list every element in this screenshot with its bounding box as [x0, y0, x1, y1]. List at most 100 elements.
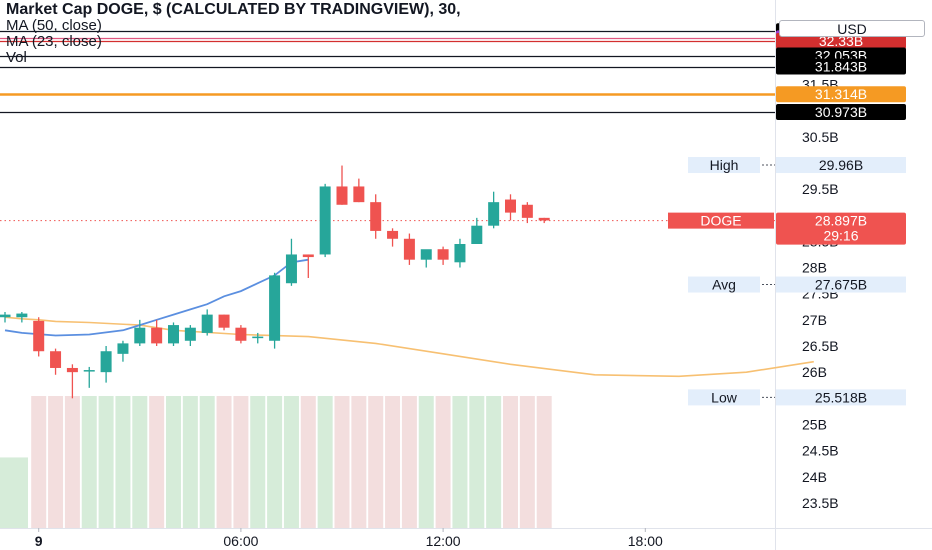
volume-bar	[166, 396, 181, 528]
volume-bar	[385, 396, 401, 528]
volume-bar	[149, 396, 165, 528]
candle-body	[488, 202, 500, 226]
candle-body	[353, 186, 365, 203]
volume-bar	[435, 396, 451, 528]
level-badge	[776, 104, 906, 121]
stat-value: 29.96B	[819, 157, 863, 173]
legend-vol[interactable]: Vol	[6, 49, 27, 66]
volume-bar	[351, 396, 367, 528]
candle-body	[168, 325, 179, 344]
candle-body	[454, 244, 466, 263]
candle-body	[471, 225, 483, 244]
volume-bar	[267, 396, 283, 528]
stat-tag	[688, 157, 760, 174]
candle-body	[319, 186, 331, 255]
level-badge-label: 31.314B	[815, 86, 867, 102]
price-badges: 32.518B32.38B32.33B32.053B31.843B31.314B…	[668, 23, 906, 406]
time-tick: 06:00	[223, 533, 258, 549]
volume-bar	[64, 396, 80, 528]
candle-body	[235, 327, 247, 341]
volume-bar	[368, 396, 384, 528]
candle-body	[0, 314, 11, 318]
volume-bar	[334, 396, 350, 528]
candle-body	[403, 238, 415, 260]
candle-body	[201, 314, 213, 333]
level-badge	[776, 86, 906, 103]
currency-button[interactable]: USD	[779, 20, 925, 37]
stat-value: 25.518B	[815, 389, 867, 405]
candlesticks	[0, 165, 550, 399]
volume-bar	[199, 396, 215, 528]
volume-bar	[418, 396, 434, 528]
price-axis: 31.5B30.5B29.5B28.5B28B27.5B27B26.5B26B2…	[802, 76, 839, 510]
price-tick: 27B	[802, 312, 827, 328]
time-tick: 18:00	[628, 533, 663, 549]
price-tick: 24B	[802, 469, 827, 485]
candle-body	[66, 367, 78, 373]
price-tick: 25B	[802, 416, 827, 432]
volume-bar	[0, 457, 28, 528]
volume-bar	[317, 396, 333, 528]
candle-body	[285, 254, 297, 284]
price-tick: 24.5B	[802, 443, 839, 459]
horizontal-levels	[0, 30, 775, 398]
time-tick: 9	[35, 533, 43, 549]
level-badge-label: 32.33B	[819, 33, 863, 49]
candle-body	[184, 327, 196, 341]
price-tick: 26.5B	[802, 338, 839, 354]
time-tick: 12:00	[426, 533, 461, 549]
volume-bar	[283, 396, 299, 528]
stat-badge	[776, 389, 906, 406]
price-tick: 26B	[802, 364, 827, 380]
time-axis: 9 06:00 12:00 18:00	[35, 528, 663, 549]
volume-bar	[503, 396, 518, 528]
level-badge	[776, 58, 906, 75]
stat-name: Avg	[712, 277, 736, 293]
candle-body	[117, 343, 129, 354]
candle-body	[83, 370, 95, 372]
volume-bar	[233, 396, 249, 528]
candle-body	[100, 351, 112, 373]
volume-bar	[401, 396, 417, 528]
symbol-tag	[668, 212, 774, 229]
candle-body	[252, 336, 264, 339]
stat-name: Low	[711, 389, 738, 405]
candle-body	[134, 327, 146, 344]
level-badge	[776, 33, 906, 50]
volume-bar	[98, 396, 114, 528]
candle-body	[420, 249, 432, 260]
candle-body	[302, 254, 314, 258]
candle-body	[50, 351, 62, 368]
chart-legend: Market Cap DOGE, $ (CALCULATED BY TRADIN…	[6, 2, 461, 66]
candle-body	[370, 202, 382, 231]
candle-body	[336, 186, 348, 205]
candle-body	[521, 204, 533, 218]
ma23-line	[4, 258, 309, 337]
level-badge-label: 31.843B	[815, 59, 867, 75]
price-tick: 23.5B	[802, 495, 839, 511]
volume-bar	[469, 396, 485, 528]
candle-body	[269, 275, 281, 341]
level-badge-label: 30.973B	[815, 104, 867, 120]
bar-countdown: 29:16	[823, 228, 858, 244]
volume-bar	[486, 396, 502, 528]
legend-title[interactable]: Market Cap DOGE, $ (CALCULATED BY TRADIN…	[6, 1, 461, 18]
last-price-badge	[776, 212, 906, 245]
volume-bar	[300, 396, 316, 528]
legend-ma23[interactable]: MA (23, close)	[6, 33, 102, 50]
candle-body	[151, 327, 163, 344]
volume-bar	[48, 396, 64, 528]
stat-badge	[776, 276, 906, 293]
volume-bars	[0, 396, 552, 528]
last-price-label: 28.897B	[815, 213, 867, 229]
volume-bar	[132, 396, 148, 528]
candle-body	[538, 217, 550, 221]
legend-ma50[interactable]: MA (50, close)	[6, 17, 102, 34]
stat-tag	[688, 276, 760, 293]
stat-value: 27.675B	[815, 277, 867, 293]
candle-body	[218, 314, 230, 328]
volume-bar	[536, 396, 552, 528]
volume-bar	[115, 396, 131, 528]
